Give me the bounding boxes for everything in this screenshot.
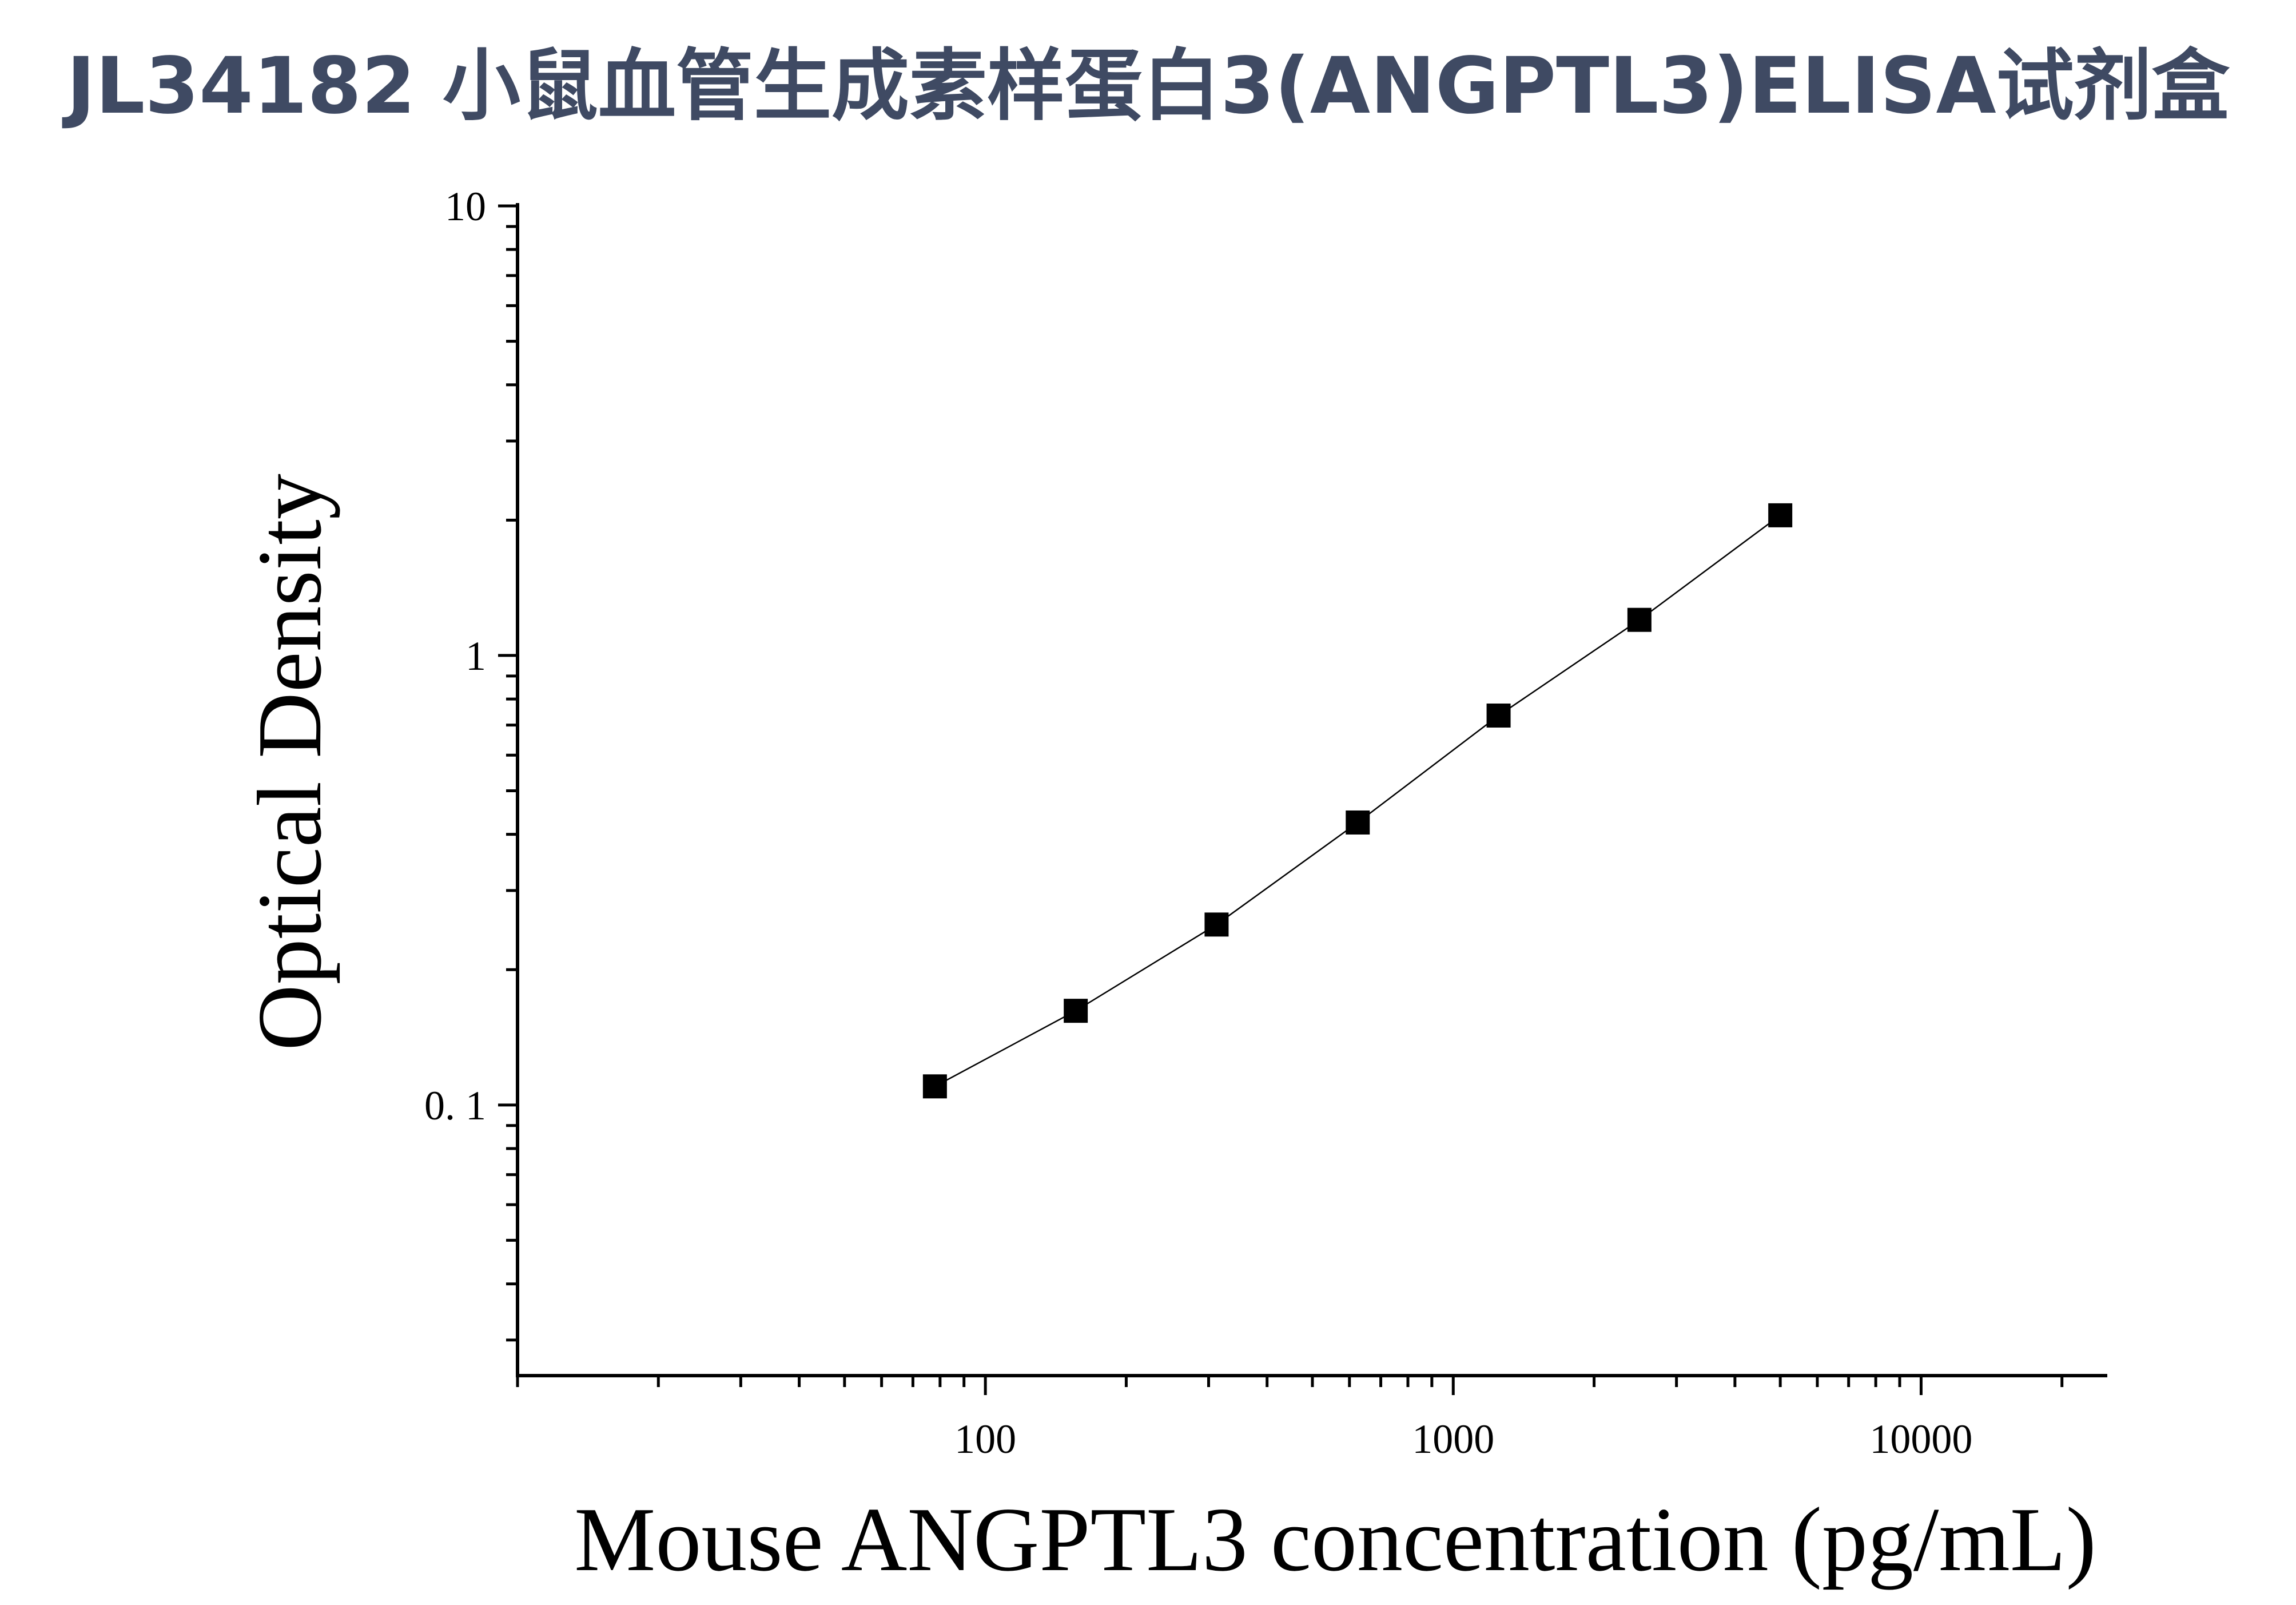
series-group [922, 503, 1793, 1099]
data-point [1204, 912, 1229, 937]
chart-title: JL34182 小鼠血管生成素样蛋白3(ANGPTL3)ELISA试剂盒 [66, 41, 2230, 132]
x-tick-label: 1000 [1412, 1416, 1494, 1462]
data-point [1627, 607, 1652, 632]
x-axis-label: Mouse ANGPTL3 concentration (pg/mL) [574, 1488, 2096, 1590]
x-tick-label: 100 [954, 1416, 1016, 1462]
series-line [934, 514, 1781, 1087]
y-tick-label: 10 [445, 184, 486, 229]
data-point [1486, 704, 1511, 728]
data-point [922, 1074, 947, 1099]
ticks [498, 204, 2064, 1395]
data-point [1768, 503, 1793, 527]
data-point [1346, 810, 1370, 835]
data-point [1064, 999, 1088, 1023]
x-tick-label: 10000 [1869, 1416, 1972, 1462]
y-axis-label: Optical Density [238, 474, 340, 1051]
axes [516, 203, 2107, 1377]
y-tick-label: 0. 1 [424, 1083, 486, 1129]
tick-labels: 100 1000 10000 0. 1 1 10 [424, 184, 1972, 1462]
y-tick-label: 1 [465, 633, 486, 679]
